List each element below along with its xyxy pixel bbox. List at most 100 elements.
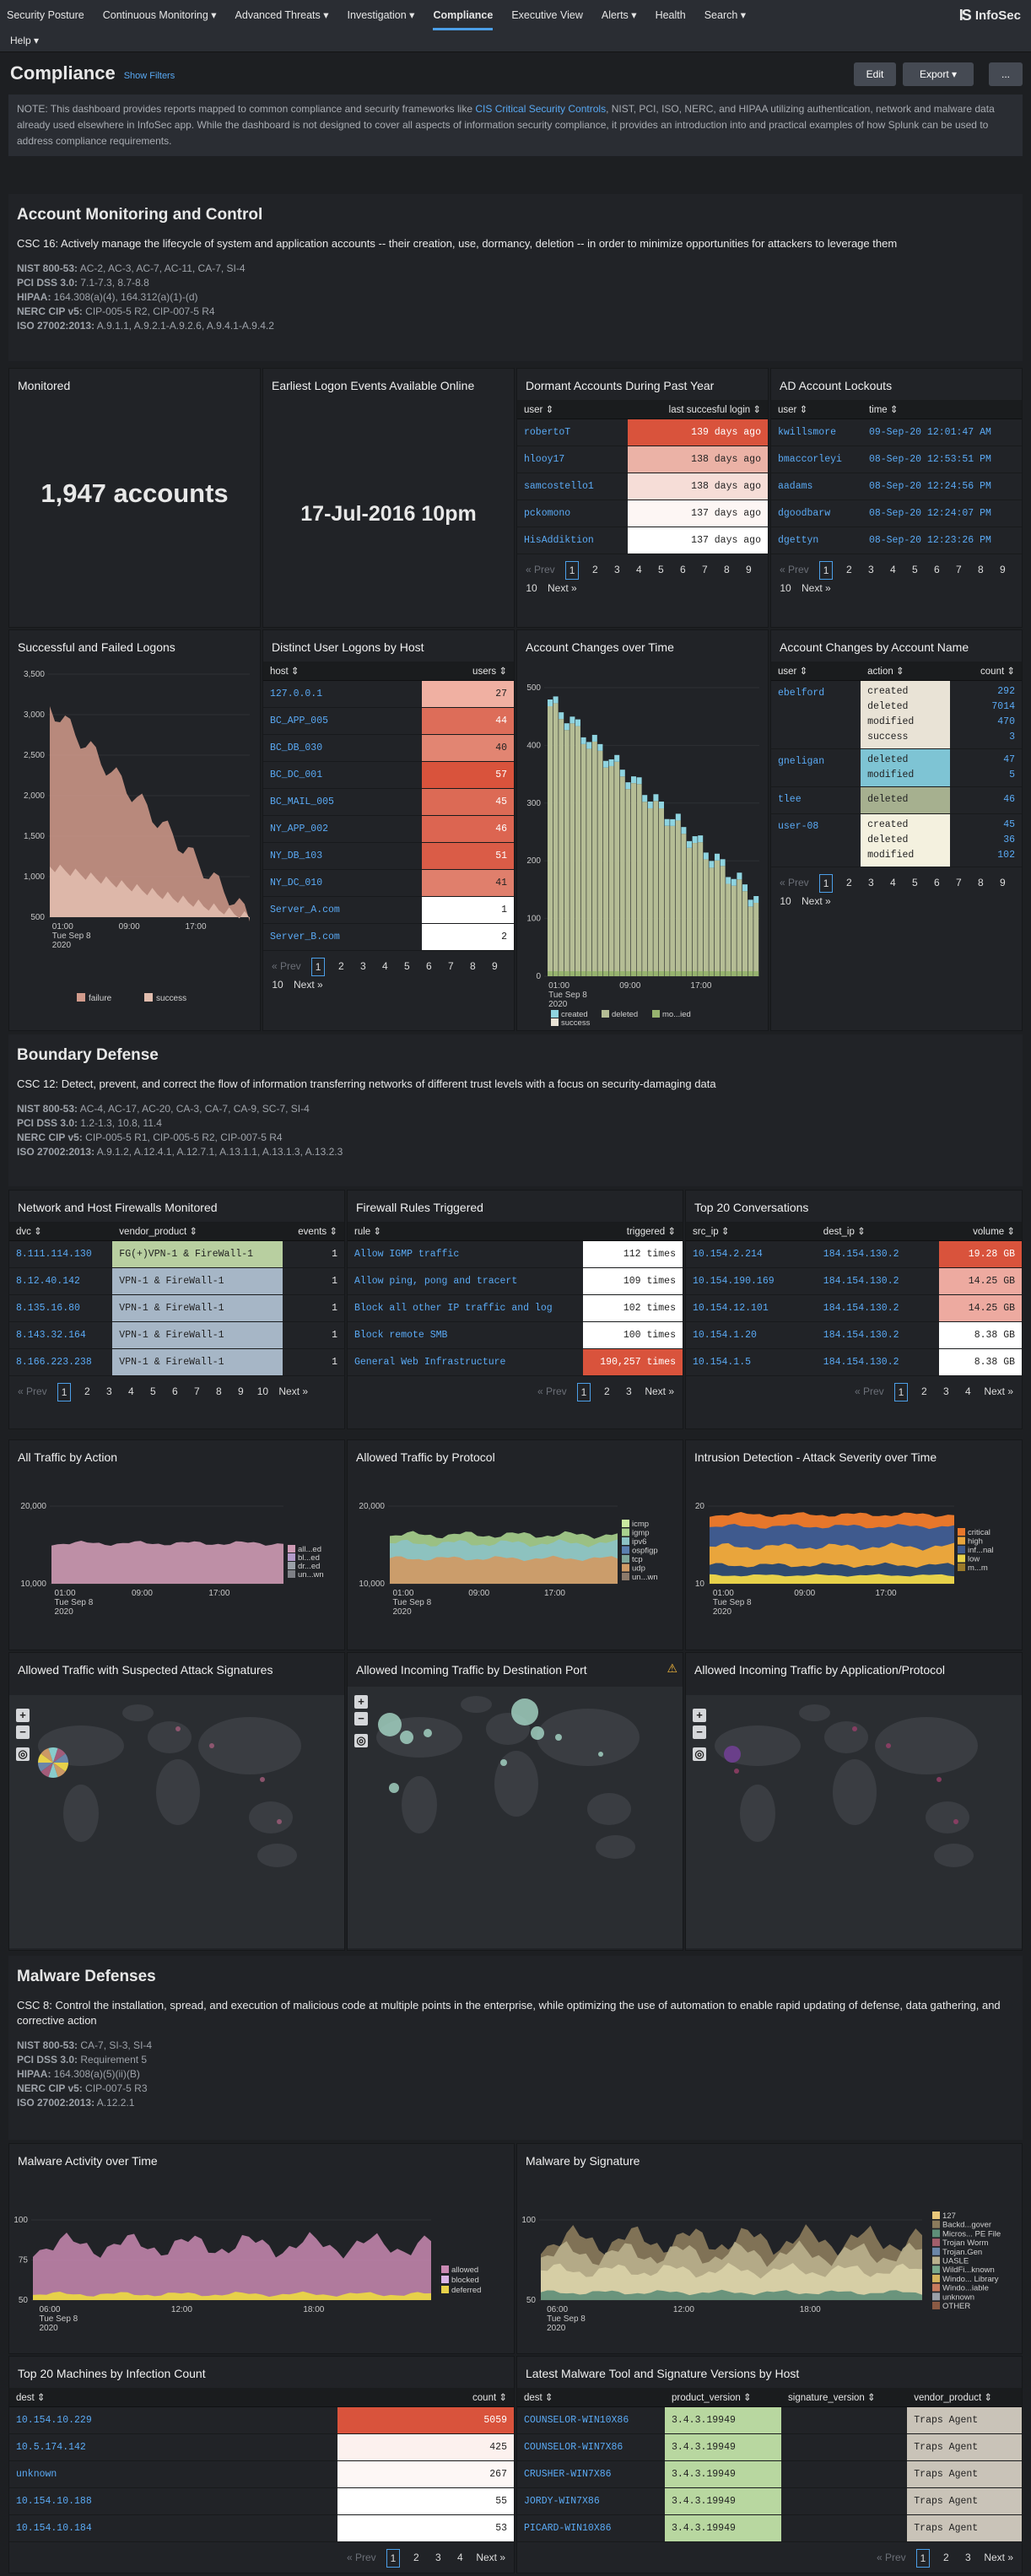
legend-label[interactable]: OTHER <box>942 2302 970 2311</box>
bar-modified[interactable] <box>687 971 692 976</box>
legend-label[interactable]: Trojan Worm <box>942 2238 988 2248</box>
map-marker[interactable] <box>209 1743 214 1748</box>
bar-modified[interactable] <box>548 971 553 976</box>
bar-created[interactable] <box>553 696 559 704</box>
map-marker[interactable] <box>424 1729 432 1737</box>
bar-modified[interactable] <box>636 971 642 976</box>
table-cell[interactable]: 10.154.2.214 <box>686 1240 817 1268</box>
bar-modified[interactable] <box>742 971 748 976</box>
page-button[interactable]: 2 <box>413 2551 419 2563</box>
bar-deleted[interactable] <box>603 767 608 976</box>
bar-modified[interactable] <box>619 971 625 976</box>
page-button[interactable]: 6 <box>426 959 432 972</box>
page-button[interactable]: 5 <box>912 563 918 575</box>
bar-deleted[interactable] <box>753 903 759 976</box>
bar-created[interactable] <box>692 836 698 844</box>
legend-label[interactable]: WildFi...known <box>942 2265 995 2275</box>
page-button[interactable]: 8 <box>978 563 984 575</box>
legend-label[interactable]: success <box>156 994 186 1003</box>
prev-page-button[interactable]: « Prev <box>537 1385 567 1397</box>
column-header[interactable]: user ⇕ <box>771 400 862 419</box>
table-cell[interactable]: 8.12.40.142 <box>9 1267 113 1295</box>
bar-deleted[interactable] <box>737 879 742 976</box>
bar-modified[interactable] <box>591 971 597 976</box>
next-page-button[interactable]: Next » <box>802 581 831 594</box>
bar-modified[interactable] <box>748 971 753 976</box>
table-cell[interactable]: 10.154.10.229 <box>9 2406 337 2434</box>
page-button[interactable]: 10 <box>526 581 537 594</box>
prev-page-button[interactable]: « Prev <box>18 1385 47 1397</box>
bar-created[interactable] <box>742 884 748 892</box>
table-cell[interactable]: 10.154.10.188 <box>9 2487 337 2515</box>
table-cell[interactable]: 8.111.114.130 <box>9 1240 113 1268</box>
bar-created[interactable] <box>614 754 620 762</box>
map-marker[interactable] <box>378 1713 402 1736</box>
bar-deleted[interactable] <box>703 859 709 976</box>
bar-created[interactable] <box>726 877 731 884</box>
column-header[interactable]: vendor_product ⇕ <box>907 2388 1022 2407</box>
bar-created[interactable] <box>647 801 653 808</box>
column-header[interactable]: action ⇕ <box>861 662 951 681</box>
legend-label[interactable]: mo...ied <box>662 1010 691 1019</box>
column-header[interactable]: dest ⇕ <box>9 2388 337 2407</box>
next-page-button[interactable]: Next » <box>278 1385 309 1397</box>
zoom-out-icon[interactable]: − <box>693 1725 706 1739</box>
bar-created[interactable] <box>731 878 737 886</box>
legend-label[interactable]: 127 <box>942 2211 956 2221</box>
page-button[interactable]: 2 <box>603 1385 610 1397</box>
table-cell[interactable]: Block all other IP traffic and log <box>348 1294 584 1322</box>
map-marker[interactable] <box>389 1783 399 1793</box>
page-button[interactable]: 1 <box>386 2548 401 2568</box>
next-page-button[interactable]: Next » <box>294 978 323 991</box>
export-button[interactable]: Export ▾ <box>903 62 974 86</box>
page-button[interactable]: 4 <box>964 1385 971 1397</box>
bar-created[interactable] <box>709 861 715 868</box>
edit-button[interactable]: Edit <box>854 62 896 86</box>
page-button[interactable]: 4 <box>128 1385 134 1397</box>
nav-compliance[interactable]: Compliance <box>433 0 493 30</box>
legend-label[interactable]: un...wn <box>298 1570 324 1580</box>
bar-deleted[interactable] <box>559 719 564 976</box>
column-header[interactable]: user ⇕ <box>771 662 861 681</box>
bar-deleted[interactable] <box>681 834 687 976</box>
bar-created[interactable] <box>698 835 704 843</box>
nav-investigation[interactable]: Investigation ▾ <box>347 9 415 21</box>
page-button[interactable]: 8 <box>216 1385 222 1397</box>
column-header[interactable]: vendor_product ⇕ <box>112 1222 283 1241</box>
map-marker[interactable] <box>886 1743 891 1748</box>
bar-created[interactable] <box>625 782 631 790</box>
bar-deleted[interactable] <box>553 703 559 976</box>
legend-label[interactable]: created <box>561 1010 588 1019</box>
legend-label[interactable]: high <box>968 1537 983 1547</box>
page-button[interactable]: 4 <box>456 2551 463 2563</box>
bar-modified[interactable] <box>720 971 726 976</box>
page-button[interactable]: 7 <box>448 959 454 972</box>
column-header[interactable]: user ⇕ <box>517 400 628 419</box>
column-header[interactable]: events ⇕ <box>283 1222 344 1241</box>
column-header[interactable]: host ⇕ <box>263 662 423 681</box>
table-cell[interactable]: Allow IGMP traffic <box>348 1240 584 1268</box>
legend-label[interactable]: Micros... PE File <box>942 2229 1001 2238</box>
table-cell[interactable]: 10.154.10.184 <box>9 2514 337 2542</box>
world-map[interactable] <box>348 1687 683 1948</box>
bar-modified[interactable] <box>597 971 603 976</box>
table-cell[interactable]: HisAddiktion <box>517 527 628 554</box>
page-button[interactable]: 2 <box>592 563 598 575</box>
page-button[interactable]: 3 <box>625 1385 632 1397</box>
bar-created[interactable] <box>597 743 603 751</box>
legend-label[interactable]: allowed <box>451 2265 478 2275</box>
legend-label[interactable]: Windo...iable <box>942 2284 989 2293</box>
table-cell[interactable]: 10.5.174.142 <box>9 2433 337 2461</box>
bar-modified[interactable] <box>703 971 709 976</box>
bar-deleted[interactable] <box>619 776 625 976</box>
bar-modified[interactable] <box>737 971 742 976</box>
page-button[interactable]: 1 <box>564 560 580 580</box>
table-cell[interactable]: samcostello1 <box>517 473 628 500</box>
map-marker[interactable] <box>734 1769 739 1774</box>
map-marker[interactable] <box>277 1819 282 1824</box>
bar-created[interactable] <box>580 737 586 744</box>
page-button[interactable]: 4 <box>382 959 388 972</box>
bar-modified[interactable] <box>586 971 592 976</box>
page-button[interactable]: 1 <box>57 1382 72 1401</box>
table-cell[interactable]: 10.154.1.5 <box>686 1348 817 1376</box>
